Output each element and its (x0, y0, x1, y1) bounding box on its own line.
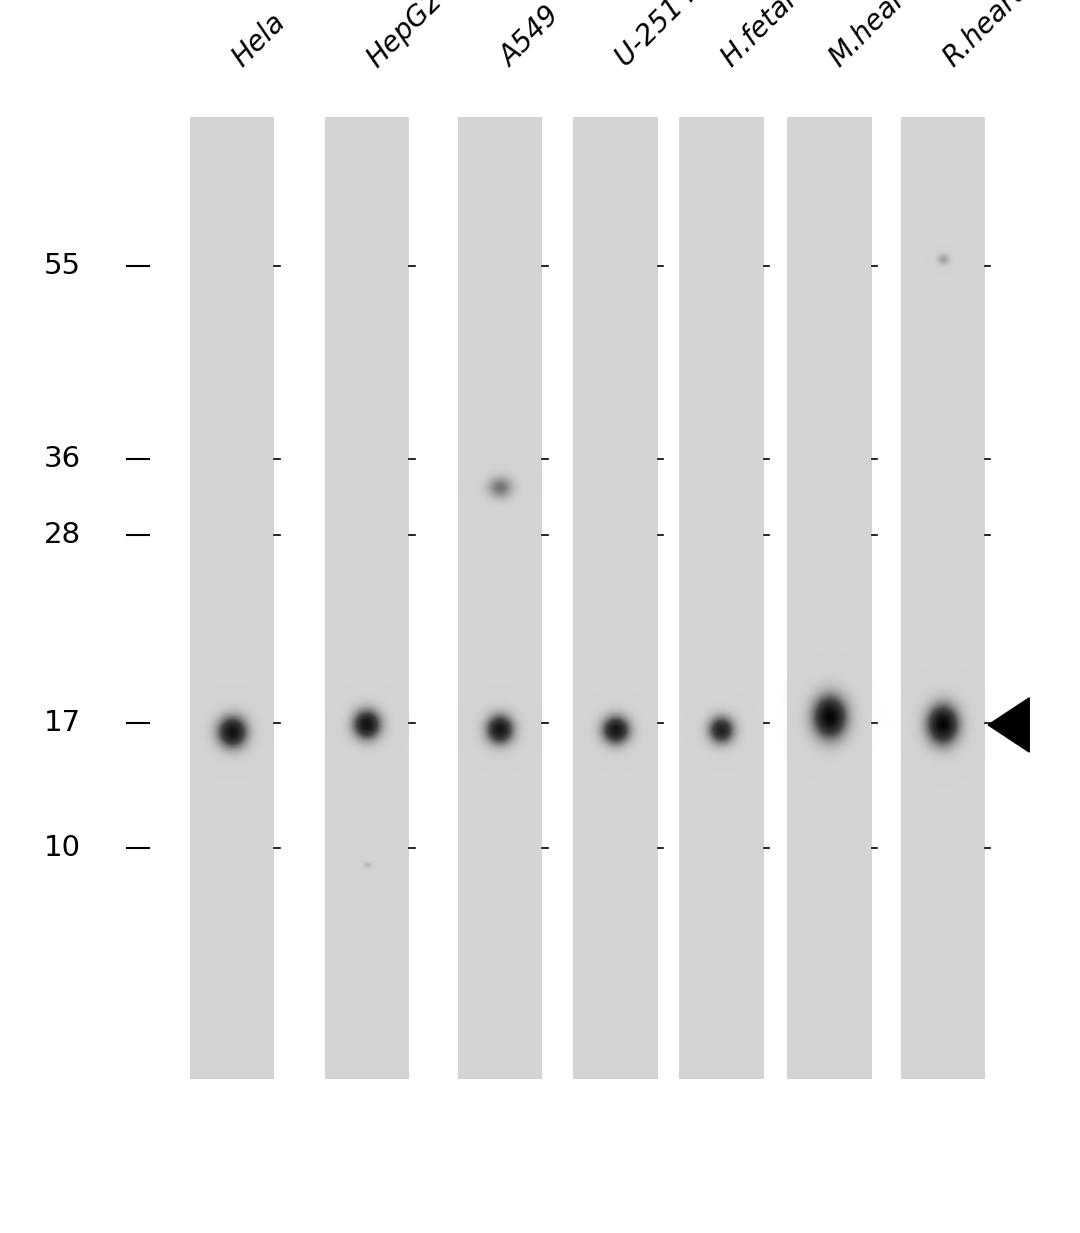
Bar (787, 117, 872, 1079)
Bar (573, 117, 658, 1079)
Bar (458, 117, 542, 1079)
Text: 10: 10 (44, 834, 81, 862)
Text: H.fetal heart: H.fetal heart (716, 0, 860, 73)
Bar (901, 117, 985, 1079)
Bar (679, 117, 764, 1079)
Text: M.heart: M.heart (824, 0, 919, 73)
Text: 28: 28 (44, 522, 81, 550)
Text: 55: 55 (44, 253, 81, 280)
Text: U-251 MG: U-251 MG (610, 0, 727, 73)
Text: R.heart: R.heart (937, 0, 1029, 73)
Text: Hela: Hela (227, 9, 291, 73)
Text: 36: 36 (44, 445, 81, 472)
Polygon shape (988, 698, 1029, 752)
Bar (190, 117, 274, 1079)
Text: 17: 17 (44, 709, 81, 737)
Bar (325, 117, 409, 1079)
Text: A549: A549 (495, 2, 565, 73)
Text: HepG2: HepG2 (362, 0, 448, 73)
